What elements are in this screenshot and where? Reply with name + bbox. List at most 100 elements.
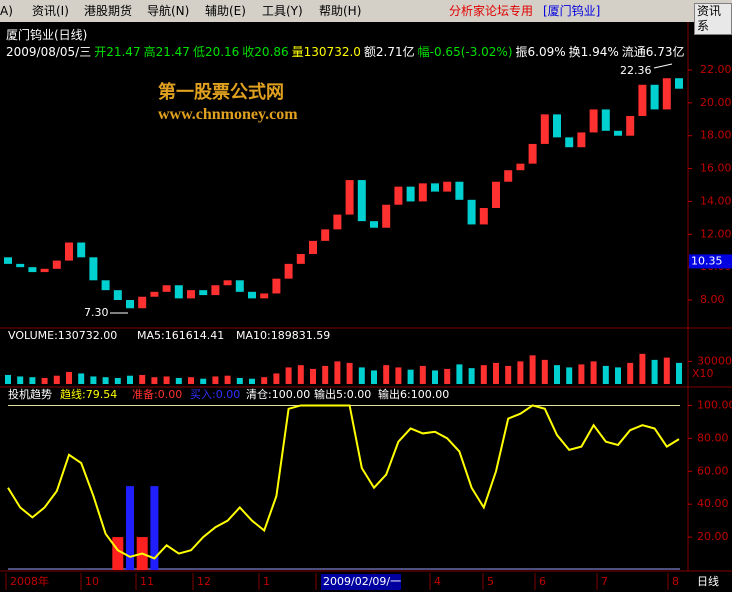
- time-label: 10: [85, 575, 99, 588]
- menu-bar: A) 资讯(I) 港股期货 导航(N) 辅助(E) 工具(Y) 帮助(H) 分析…: [0, 0, 732, 35]
- y-tick-label: 14.00: [700, 194, 732, 207]
- menu-item[interactable]: 导航(N): [147, 4, 190, 18]
- volume-bar: [17, 376, 24, 384]
- candle: [443, 181, 452, 192]
- buy-bar: [126, 486, 134, 570]
- candle: [126, 300, 134, 309]
- candle: [467, 199, 476, 225]
- volume-unit: X10: [692, 367, 714, 380]
- low-note: 7.30: [84, 306, 109, 319]
- volume-bar: [66, 371, 72, 384]
- volume-bar: [395, 367, 402, 384]
- candle: [309, 240, 317, 255]
- candle: [199, 290, 208, 296]
- candle: [553, 114, 561, 138]
- candle: [248, 291, 256, 299]
- y-tick-label: 40.00: [697, 497, 729, 510]
- time-label: 11: [140, 575, 154, 588]
- volume-bar: [639, 353, 646, 384]
- volume-bar: [432, 370, 438, 384]
- y-tick-label: 18.00: [700, 129, 732, 142]
- volume-bar: [358, 367, 365, 384]
- stock-label: [厦门钨业]: [543, 4, 601, 18]
- candle: [284, 263, 293, 279]
- menu-item[interactable]: 辅助(E): [205, 4, 246, 18]
- quote-close: 收20.86: [242, 45, 289, 59]
- volume-bar: [566, 367, 573, 384]
- candle: [101, 280, 110, 291]
- candle: [540, 114, 549, 144]
- y-tick-label: 8.00: [700, 293, 725, 306]
- candle: [211, 285, 220, 296]
- candle: [321, 229, 330, 241]
- volume-bar: [627, 362, 634, 384]
- volume-bar: [163, 376, 170, 384]
- cursor-date: 2009/02/09/一: [323, 575, 401, 588]
- menu-item[interactable]: 帮助(H): [319, 4, 362, 18]
- ready-bar: [112, 537, 124, 570]
- menu-item[interactable]: 资讯(I): [32, 4, 69, 18]
- candle: [455, 181, 464, 200]
- stock-title: 厦门钨业(日线): [6, 28, 88, 42]
- time-label: 5: [487, 575, 494, 588]
- candle: [235, 280, 244, 292]
- trend-line: [7, 404, 680, 560]
- volume-bar: [273, 373, 280, 384]
- menu-item[interactable]: 港股期货: [84, 4, 133, 18]
- time-label: 7: [601, 575, 608, 588]
- indicator-legend: 准备:0.00: [132, 387, 182, 401]
- quote-float: 流通6.73亿: [621, 45, 685, 59]
- indicator-legend: 输出5:0.00: [314, 387, 371, 401]
- volume-bar: [590, 361, 597, 384]
- volume-bar: [53, 375, 60, 384]
- volume-bar: [541, 359, 548, 384]
- volume-bar: [529, 355, 536, 384]
- volume-bar: [102, 377, 109, 384]
- volume-bar: [175, 377, 182, 384]
- y-tick-label: 20.00: [700, 96, 732, 109]
- candle: [150, 291, 159, 297]
- volume-bar: [602, 365, 609, 384]
- y-tick-label: 80.00: [697, 431, 729, 444]
- volume-bar: [676, 362, 682, 384]
- volume-bar: [456, 364, 463, 384]
- indicator-legend: 趋线:79.54: [60, 387, 117, 401]
- volume-bar: [346, 362, 353, 384]
- y-tick-label: 12.00: [700, 227, 732, 240]
- quote-turnover: 换1.94%: [568, 45, 619, 59]
- menu-item[interactable]: A): [0, 4, 13, 18]
- time-label: 1: [263, 575, 270, 588]
- volume-bar: [297, 365, 304, 384]
- volume-bar: [151, 377, 158, 384]
- candle: [406, 186, 415, 202]
- volume-bar: [419, 365, 426, 384]
- candle: [89, 257, 98, 281]
- candle: [77, 242, 86, 258]
- candle: [40, 268, 49, 273]
- candle: [626, 116, 635, 136]
- candle: [333, 214, 342, 230]
- candle: [223, 280, 232, 286]
- menu-item[interactable]: 工具(Y): [262, 4, 303, 18]
- y-tick-label: 16.00: [700, 162, 732, 175]
- volume-bar: [480, 365, 487, 384]
- candle: [370, 221, 378, 228]
- info-button[interactable]: 资讯系: [694, 3, 732, 35]
- volume-bar: [90, 376, 97, 384]
- period-label: 日线: [697, 574, 719, 588]
- volume-bar: [578, 364, 585, 384]
- candle: [296, 254, 305, 264]
- volume-bar: [212, 376, 219, 384]
- candle: [52, 260, 61, 269]
- volume-bar: [261, 377, 268, 384]
- candle: [394, 186, 403, 205]
- volume-bar: [200, 378, 207, 384]
- candle: [577, 132, 586, 148]
- cursor-box: [321, 574, 401, 590]
- candle: [601, 109, 610, 131]
- volume-bar: [444, 368, 451, 384]
- candle: [565, 137, 574, 148]
- y-tick-label: 30000: [697, 354, 732, 367]
